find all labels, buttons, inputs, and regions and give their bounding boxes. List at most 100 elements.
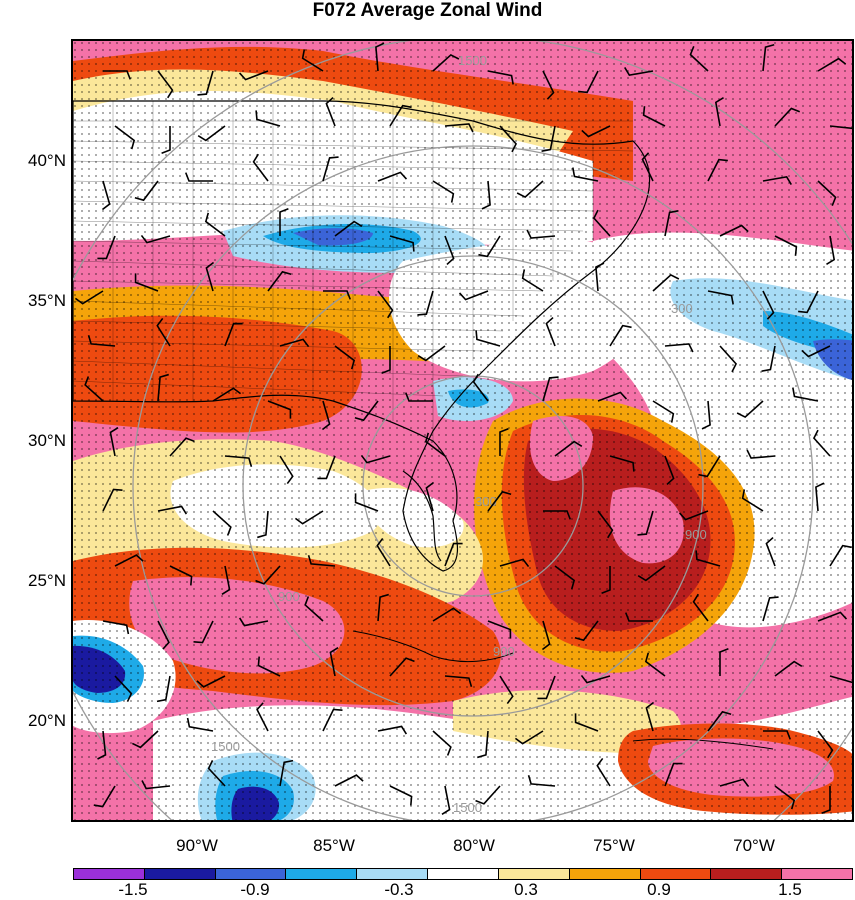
wind-barb (761, 345, 776, 372)
wind-barb (425, 481, 435, 512)
wind-barb (596, 757, 611, 787)
wind-barb (389, 785, 413, 806)
wind-barb (267, 400, 292, 419)
wind-barb (601, 566, 611, 595)
wind-barb (664, 210, 679, 237)
wind-barb (644, 652, 666, 677)
wind-barb (692, 593, 709, 622)
wind-barb (301, 49, 324, 72)
wind-barb (826, 235, 836, 265)
ring-label: 900 (278, 589, 300, 604)
colorbar-swatch (428, 869, 499, 879)
wind-barb (597, 510, 614, 539)
wind-barb (736, 400, 764, 419)
wind-barb (114, 554, 144, 567)
wind-barb (689, 45, 709, 72)
wind-barb (196, 675, 226, 688)
wind-barb (746, 449, 776, 459)
wind-barb (417, 290, 434, 316)
wind-barb (801, 345, 831, 358)
wind-barb (774, 107, 801, 127)
wind-barb (707, 710, 732, 732)
wind-barb (141, 780, 171, 790)
wind-barb (207, 759, 226, 787)
wind-barb (377, 725, 408, 735)
land-outline (73, 100, 651, 572)
colorbar-swatch (357, 869, 429, 879)
wind-barb (103, 70, 132, 80)
wind-barb (774, 235, 798, 256)
wind-barb (624, 612, 653, 622)
colorbar-tick-label: 0.3 (514, 880, 538, 899)
wind-barb (774, 660, 803, 677)
wind-barb (257, 656, 281, 677)
wind-barb (487, 490, 512, 512)
wind-barb (578, 70, 599, 94)
wind-barb (267, 270, 292, 292)
wind-barb (238, 617, 269, 627)
wind-barb (592, 209, 611, 237)
wind-barb (664, 343, 694, 353)
wind-barb (798, 290, 819, 314)
wind-barb (762, 596, 779, 622)
wind-barb (140, 234, 171, 244)
wind-barb (325, 96, 336, 127)
wind-barb (102, 620, 130, 635)
wind-barb (321, 400, 331, 431)
wind-barb (774, 785, 796, 810)
wind-barb (157, 373, 169, 402)
wind-barb (444, 542, 463, 567)
wind-barb (184, 172, 213, 182)
wind-barb (637, 510, 654, 536)
wind-barb (521, 269, 544, 292)
wind-barb (238, 70, 269, 81)
wind-barb (624, 67, 654, 77)
wind-barb (156, 675, 171, 703)
wind-barb (652, 273, 680, 292)
wind-barb (255, 565, 281, 585)
significance-stippling (73, 41, 852, 820)
wind-barb (475, 785, 501, 805)
wind-barb (329, 646, 339, 677)
wind-barb (317, 455, 336, 480)
lon-label-85w: 85°W (313, 836, 355, 855)
wind-barb (134, 273, 159, 292)
wind-barb (221, 565, 231, 596)
wind-barb (97, 730, 107, 760)
wind-barb (102, 488, 123, 512)
wind-barb (543, 510, 572, 520)
wind-barb (444, 675, 473, 687)
colorbar-swatch (144, 869, 216, 879)
lat-label-20n: 20°N (28, 711, 66, 730)
wind-barb (279, 207, 289, 236)
wind-barb (707, 290, 734, 305)
wind-barb (545, 316, 556, 347)
wind-barb (572, 167, 599, 182)
ring-label: 1500 (453, 800, 482, 815)
colorbar-swatch (286, 869, 358, 879)
wind-barb (334, 345, 356, 370)
wind-barb (541, 620, 551, 651)
wind-barb (186, 717, 214, 732)
wind-barb (93, 785, 116, 808)
wind-barb (652, 400, 675, 423)
wind-barb (609, 324, 632, 347)
wind-barb (377, 593, 389, 622)
wind-barb (114, 125, 136, 150)
wind-barb (354, 400, 379, 422)
colorbar-swatch (498, 869, 570, 879)
wind-barb (376, 537, 391, 567)
wind-barb (279, 759, 294, 787)
wind-barb (87, 335, 116, 347)
wind-barb (817, 611, 848, 622)
wind-barb (817, 180, 837, 207)
wind-barb (101, 180, 111, 211)
ring-label: 1500 (211, 739, 240, 754)
wind-barb (763, 730, 792, 740)
wind-barb (279, 455, 294, 485)
wind-barb (477, 730, 489, 759)
wind-barb (829, 675, 852, 684)
wind-barb (499, 125, 518, 153)
lat-label-30n: 30°N (28, 431, 66, 450)
wind-barb (322, 156, 339, 182)
